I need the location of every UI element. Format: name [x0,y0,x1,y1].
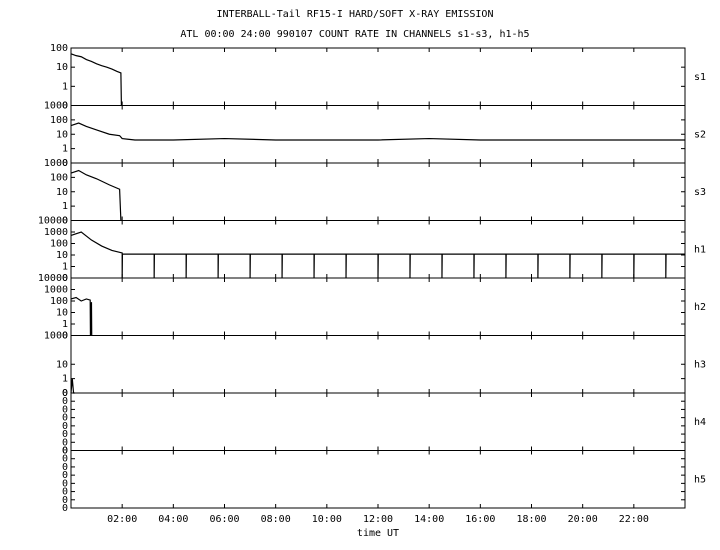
y-tick-label: 10 [56,308,68,319]
data-line [70,53,122,106]
x-tick-label: 06:00 [209,514,239,525]
y-tick-label: 100 [50,115,68,126]
data-line [70,122,685,141]
y-tick-label: 0 [62,478,68,489]
y-tick-label: 100 [50,239,68,250]
data-line [70,378,75,394]
y-tick-label: 0 [62,470,68,481]
y-tick-label: 0 [62,101,68,112]
y-tick-label: 0 [62,388,68,399]
y-tick-label: 10000 [38,273,68,284]
x-tick-label: 02:00 [107,514,137,525]
x-tick-label: 18:00 [516,514,546,525]
panel-label: s2 [694,129,706,140]
y-tick-label: 100 [50,43,68,54]
y-tick-label: 1 [62,201,68,212]
y-tick-label: 1000 [44,227,68,238]
y-tick-label: 0 [62,446,68,457]
y-tick-label: 10 [56,62,68,73]
y-tick-label: 10 [56,187,68,198]
y-tick-label: 10 [56,250,68,261]
y-tick-label: 0 [62,503,68,514]
y-tick-label: 0 [62,388,68,399]
x-tick-label: 20:00 [568,514,598,525]
x-tick-label: 16:00 [465,514,495,525]
y-tick-label: 0 [62,413,68,424]
y-tick-label: 10000 [38,216,68,227]
y-tick-label: 0 [62,429,68,440]
x-tick-label: 14:00 [414,514,444,525]
y-tick-label: 0 [62,331,68,342]
data-line [70,231,685,279]
panel-label: h1 [694,244,706,255]
y-tick-label: 0 [62,396,68,407]
y-tick-label: 1000 [44,158,68,169]
y-tick-label: 0 [62,487,68,498]
y-tick-label: 0 [62,454,68,465]
data-line [70,169,122,221]
panel-label: h4 [694,417,706,428]
y-tick-label: 0 [62,495,68,506]
y-tick-label: 1 [62,319,68,330]
y-tick-label: 0 [62,421,68,432]
y-tick-label: 1 [62,262,68,273]
panel-frame [70,162,686,221]
y-tick-label: 1000 [44,101,68,112]
x-tick-label: 22:00 [619,514,649,525]
y-tick-label: 10 [56,129,68,140]
panel-label: h3 [694,359,706,370]
y-tick-label: 0 [62,158,68,169]
y-tick-label: 0 [62,273,68,284]
y-tick-label: 0 [62,216,68,227]
panel-label: h5 [694,474,706,485]
x-tick-label: 04:00 [158,514,188,525]
panel-label: s3 [694,187,706,198]
y-tick-label: 1000 [44,285,68,296]
data-line [70,296,93,336]
panel-frame [70,277,686,336]
y-tick-label: 1000 [44,331,68,342]
y-tick-label: 0 [62,404,68,415]
panel-frame [70,450,686,509]
y-tick-label: 0 [62,462,68,473]
panel-frame [70,105,686,164]
x-tick-label: 10:00 [312,514,342,525]
chart-subtitle: ATL 00:00 24:00 990107 COUNT RATE IN CHA… [180,29,529,40]
panel-frame [70,335,686,394]
x-axis-label: time UT [357,528,399,539]
y-tick-label: 10 [56,359,68,370]
x-tick-label: 12:00 [363,514,393,525]
panel-label: s1 [694,72,706,83]
y-tick-label: 0 [62,437,68,448]
x-tick-label: 08:00 [261,514,291,525]
chart-title: INTERBALL-Tail RF15-I HARD/SOFT X-RAY EM… [217,9,494,20]
panel-frame [70,392,686,451]
y-tick-label: 100 [50,172,68,183]
panel-label: h2 [694,302,706,313]
panel-frame [70,47,686,106]
y-tick-label: 0 [62,446,68,457]
y-tick-label: 1 [62,81,68,92]
y-tick-label: 1 [62,374,68,385]
y-tick-label: 1 [62,144,68,155]
y-tick-label: 100 [50,296,68,307]
